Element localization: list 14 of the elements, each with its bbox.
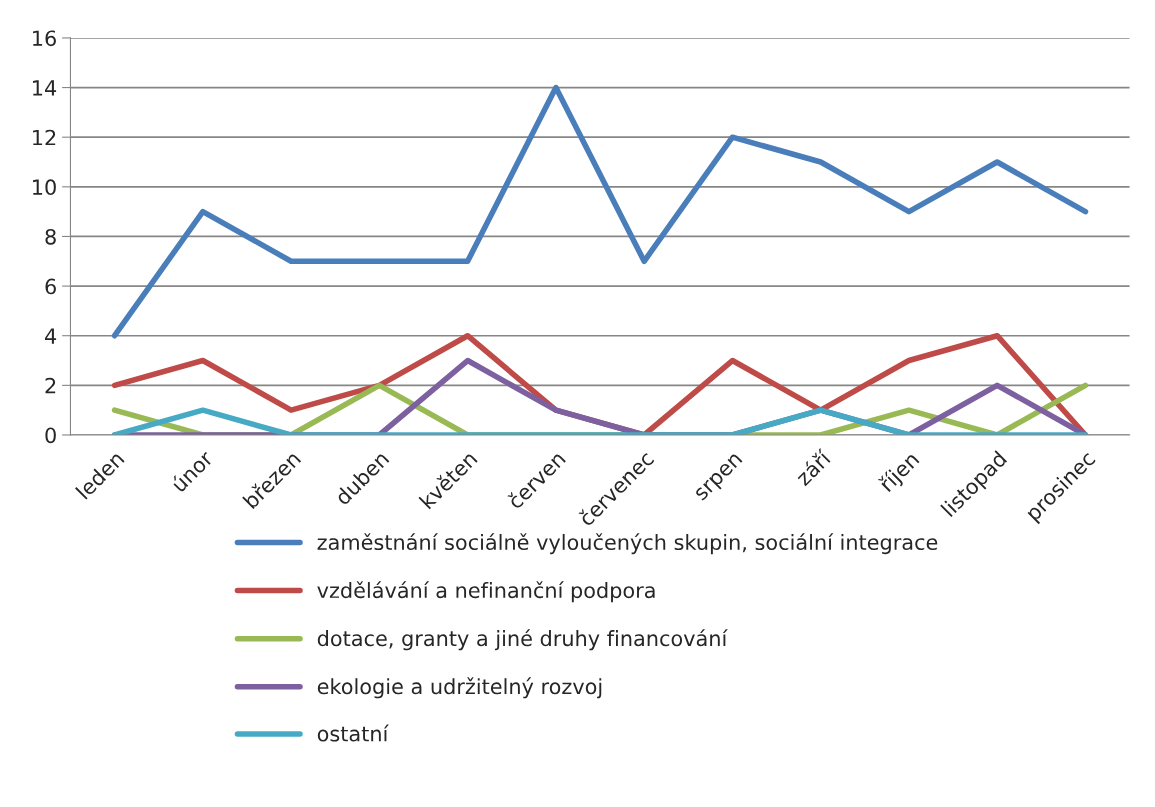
y-tick-label: 12	[33, 129, 56, 146]
y-tick-label: 4	[45, 328, 57, 344]
legend-label: dotace, granty a jiné druhy financování	[317, 629, 728, 651]
legend-label: ostatní	[317, 724, 389, 742]
legend-label: ekologie a udržitelný rozvoj	[317, 677, 602, 699]
y-tick-label: 6	[45, 278, 56, 295]
y-tick-label: 14	[33, 80, 57, 96]
y-tick-label: 8	[45, 228, 56, 245]
legend-label: zaměstnání sociálně vyloučených skupin, sociální integrace	[317, 533, 938, 555]
y-tick-label: 2	[45, 377, 56, 394]
legend-label: vzdělávání a nefinanční podpora	[317, 581, 655, 603]
y-tick-label: 10	[33, 179, 56, 196]
y-tick-label: 0	[45, 427, 56, 444]
y-tick-label: 16	[33, 30, 56, 47]
